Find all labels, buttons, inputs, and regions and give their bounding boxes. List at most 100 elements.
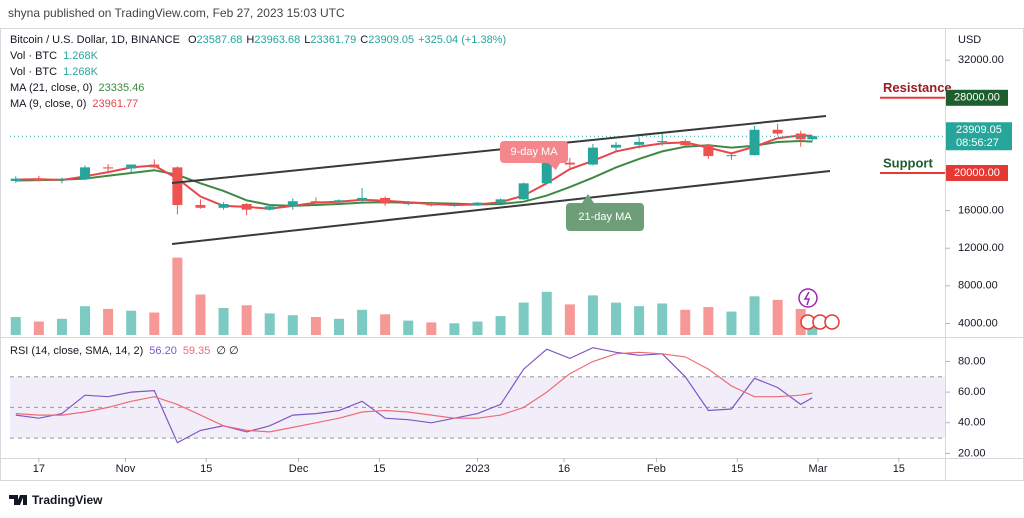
event-icon	[798, 288, 818, 308]
level-label: 28000.00	[954, 92, 1000, 104]
candle-body	[241, 204, 252, 210]
volume-bar	[357, 309, 368, 335]
price-box	[946, 122, 1012, 151]
volume-bar	[241, 305, 252, 335]
candle-body	[611, 144, 622, 148]
candle-body	[541, 162, 552, 184]
ma-value: 23961.77	[92, 98, 138, 110]
volume-bar	[703, 307, 714, 335]
volume-bar	[33, 321, 44, 335]
volume-bar	[103, 308, 114, 335]
x-tick-label: 16	[558, 463, 570, 475]
volume-bar	[749, 296, 760, 335]
countdown: 08:56:27	[956, 137, 999, 149]
x-tick-label: 2023	[465, 463, 489, 475]
x-tick-label: 15	[200, 463, 212, 475]
volume-bar	[310, 317, 321, 335]
volume-bar	[195, 294, 206, 335]
candle-body	[634, 141, 645, 145]
y-tick-label: 16000.00	[958, 205, 1004, 217]
ohlc-value: 23963.68	[254, 34, 300, 46]
x-tick-label: 15	[893, 463, 905, 475]
volume-bar	[218, 308, 229, 335]
x-tick-label: Nov	[116, 463, 136, 475]
ohlc-label: H	[246, 34, 254, 46]
change: +325.04	[418, 34, 458, 46]
y-tick-label: 80.00	[958, 355, 986, 367]
flag-icon	[824, 314, 840, 330]
candle-body	[357, 197, 368, 201]
candle-body	[518, 183, 529, 200]
rsi-legend: RSI (14, close, SMA, 14, 2)	[10, 345, 143, 357]
volume-bar	[541, 291, 552, 335]
candle-body	[703, 145, 714, 157]
candle-body	[10, 178, 21, 181]
volume-bar	[772, 299, 783, 335]
brand: TradingView	[32, 493, 103, 507]
candle-body	[172, 167, 183, 205]
annotation-pointer	[582, 194, 594, 203]
volume-value: 1.268K	[63, 50, 99, 62]
publisher: shyna published on TradingView.com, Feb …	[8, 6, 345, 20]
candle-body	[772, 129, 783, 134]
candle-body	[264, 206, 275, 210]
annotation-pointer	[548, 163, 560, 170]
volume-bar	[10, 317, 21, 335]
candle-body	[472, 202, 483, 205]
y-tick-label: 40.00	[958, 417, 986, 429]
volume-bar	[333, 318, 344, 335]
candle-body	[80, 167, 91, 180]
candle-body	[657, 141, 668, 143]
under-layer	[10, 123, 945, 444]
x-tick-label: Feb	[647, 463, 666, 475]
overlay: 9-day MA 21-day MA	[171, 115, 840, 330]
annotation-text: 9-day MA	[510, 146, 558, 158]
volume-bar	[403, 320, 414, 335]
volume-bar	[680, 309, 691, 335]
candle-body	[726, 155, 737, 157]
candle-body	[749, 129, 760, 156]
candle-body	[495, 199, 506, 203]
y-tick-label: 8000.00	[958, 280, 998, 292]
ohlc-label: O	[188, 34, 197, 46]
candle-body	[807, 136, 818, 140]
volume-value: 1.268K	[63, 66, 99, 78]
volume-bar	[264, 313, 275, 335]
logo-mark	[9, 495, 27, 505]
annotation-9day: 9-day MA	[500, 141, 568, 170]
level-label: 20000.00	[954, 167, 1000, 179]
x-tick-label: Dec	[289, 463, 309, 475]
volume-bar	[56, 318, 67, 335]
volume-bar	[807, 323, 818, 335]
candle-body	[564, 162, 575, 165]
volume-legend: Vol · BTC	[10, 50, 57, 62]
ma-legend: MA (9, close, 0)	[10, 98, 86, 110]
ma-legend: MA (21, close, 0)	[10, 82, 93, 94]
rsi-sma-value: 59.35	[183, 345, 211, 357]
candle-body	[333, 200, 344, 202]
ohlc-value: 23361.79	[310, 34, 356, 46]
ohlc-value: 23909.05	[368, 34, 414, 46]
volume-bar	[380, 314, 391, 335]
annotation-text: 21-day MA	[578, 211, 632, 223]
candle-body	[403, 203, 414, 205]
volume-bar	[634, 306, 645, 335]
price-label: 23909.05	[956, 124, 1002, 136]
candle-body	[449, 204, 460, 206]
candle-body	[56, 179, 67, 181]
candle-body	[126, 164, 137, 169]
candle-body	[795, 133, 806, 140]
change-pct: (+1.38%)	[461, 34, 506, 46]
rsi-line	[15, 351, 813, 433]
x-tick-label: 15	[373, 463, 385, 475]
y-tick-label: 12000.00	[958, 242, 1004, 254]
level-name: Resistance	[883, 80, 952, 95]
volume-bar	[126, 310, 137, 335]
annotation-box	[566, 203, 644, 231]
currency: USD	[958, 34, 981, 46]
annotation-box	[500, 141, 568, 163]
candle-body	[33, 178, 44, 181]
x-tick-label: 15	[731, 463, 743, 475]
